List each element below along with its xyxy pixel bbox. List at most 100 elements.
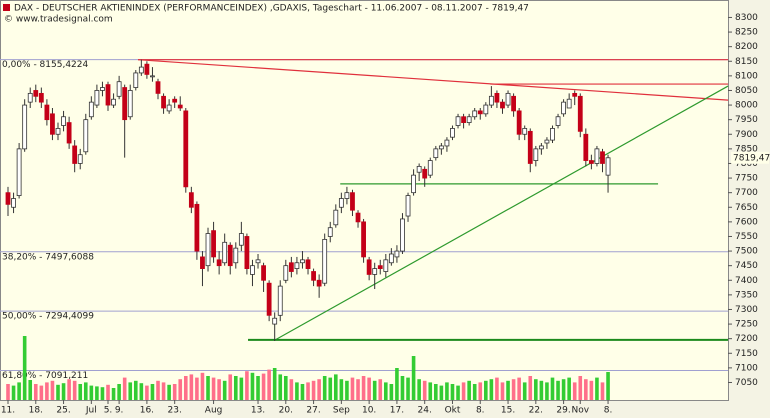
y-tick-label: 7250: [735, 320, 758, 330]
candle-body: [33, 90, 39, 97]
volume-bar: [95, 386, 99, 400]
volume-bar: [11, 385, 16, 400]
candle-body: [344, 192, 350, 199]
volume-bar: [256, 376, 260, 400]
volume-bar: [445, 382, 449, 400]
y-tick-label: 7200: [735, 334, 758, 344]
volume-bar: [178, 379, 183, 400]
candle-body: [555, 116, 561, 126]
candle-body: [200, 256, 205, 269]
y-tick-label: 7950: [735, 115, 758, 125]
candle-body: [472, 110, 478, 118]
candle-body: [283, 265, 289, 281]
y-tick-label: 7050: [735, 378, 758, 388]
candle-body: [394, 250, 400, 258]
candle-body: [105, 84, 111, 106]
candle-body: [461, 116, 466, 123]
candle-body: [538, 145, 544, 150]
candle-body: [88, 101, 94, 118]
candle-body: [566, 98, 572, 109]
volume-bar: [145, 385, 149, 400]
candle-body: [194, 203, 200, 252]
candle-body: [455, 116, 461, 126]
candle-body: [438, 145, 444, 150]
volume-bar: [356, 379, 360, 400]
plot-area: [0, 0, 729, 401]
y-tick-label: 8200: [735, 42, 758, 52]
volume-bar: [111, 388, 116, 400]
volume-bar: [522, 382, 527, 400]
volume-bar: [606, 372, 610, 400]
volume-bar: [239, 377, 244, 400]
volume-bar: [328, 377, 333, 400]
volume-bar: [489, 379, 494, 400]
x-tick-label: 23.: [168, 406, 182, 416]
candle-body: [300, 259, 305, 264]
candle-body: [183, 110, 189, 188]
volume-bar: [67, 379, 71, 400]
candle-body: [111, 98, 116, 106]
volume-bar: [456, 385, 460, 400]
candle-body: [411, 174, 416, 194]
candle-body: [400, 218, 405, 252]
candle-body: [350, 192, 355, 211]
volume-bar: [367, 377, 371, 400]
volume-bar: [200, 372, 205, 400]
candle-body: [433, 148, 439, 159]
candle-body: [600, 151, 605, 164]
volume-bar: [206, 376, 210, 400]
volume-bar: [189, 374, 194, 400]
volume-bar: [428, 382, 433, 400]
y-tick-label: 7700: [735, 188, 758, 198]
volume-bar: [128, 382, 133, 400]
x-tick-label: 8.: [476, 406, 485, 416]
y-tick-label: 7550: [735, 232, 758, 242]
candle-body: [72, 145, 78, 164]
candle-body: [572, 92, 578, 97]
volume-bar: [550, 377, 555, 400]
volume-bar: [339, 379, 344, 400]
candle-body: [527, 130, 533, 164]
volume-bar: [22, 336, 27, 400]
candle-body: [533, 148, 539, 161]
chart-title: DAX - DEUTSCHER AKTIENINDEX (PERFORMANCE…: [14, 4, 529, 14]
candle-body: [494, 92, 500, 103]
y-tick-label: 7400: [735, 276, 758, 286]
volume-bar: [39, 385, 44, 400]
candle-body: [505, 92, 511, 106]
volume-bar: [6, 384, 10, 400]
y-tick-label: 7500: [735, 247, 758, 257]
volume-bar: [495, 377, 499, 400]
candle-body: [511, 95, 516, 112]
y-tick-label: 8150: [735, 57, 758, 67]
candle-body: [305, 259, 311, 269]
title-marker: [3, 4, 10, 11]
x-tick-label: 13.: [251, 406, 265, 416]
candle-body: [311, 271, 316, 281]
last-price-box: [731, 151, 769, 164]
volume-bar: [211, 377, 216, 400]
candle-body: [366, 259, 372, 275]
volume-bar: [78, 384, 83, 400]
candle-body: [466, 116, 472, 123]
candle-body: [444, 139, 450, 147]
candle-body: [22, 104, 28, 150]
candle-body: [266, 282, 272, 316]
candle-body: [322, 238, 328, 284]
candle-body: [216, 259, 222, 267]
volume-bar: [572, 382, 577, 400]
y-tick-label: 7900: [735, 130, 758, 140]
candle-body: [172, 98, 178, 103]
candle-body: [27, 92, 33, 103]
level-label: 0,00% - 8155,4224: [2, 60, 89, 70]
volume-bar: [545, 382, 549, 400]
volume-bar: [484, 380, 488, 400]
candle-body: [422, 168, 428, 179]
candle-body: [227, 244, 233, 267]
candle-body: [544, 139, 550, 144]
volume-bar: [295, 382, 299, 400]
volume-bar: [311, 380, 316, 400]
volume-bar: [378, 379, 383, 400]
